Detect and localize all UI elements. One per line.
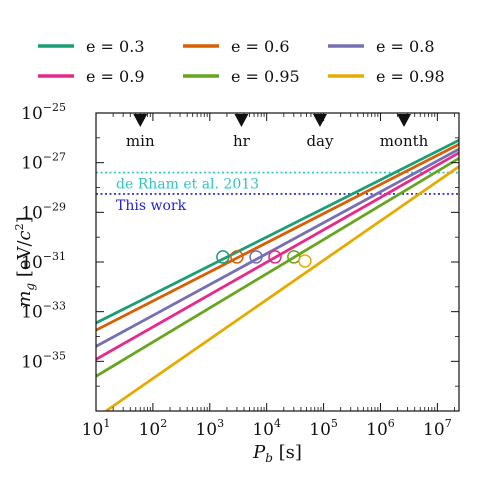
x-axis-title: Pb [s] (252, 442, 302, 465)
y-tick-label: 10−29 (21, 200, 66, 223)
x-tick-label: 107 (423, 417, 452, 440)
x-tick-label: 102 (139, 417, 168, 440)
y-axis-label: mg [eV/c2] (13, 216, 37, 307)
x-tick-label: 106 (366, 417, 395, 440)
series-line (96, 138, 459, 325)
series-marker (298, 254, 312, 268)
legend: e = 0.3 e = 0.6 e = 0.8 e = 0.9 e = 0.95 e = … (38, 37, 445, 86)
legend-label: e = 0.3 (86, 37, 145, 56)
series-line (105, 165, 459, 411)
axis-ticks: 101 102 103 104 105 106 107 10−25 10−27 10−29 10−3… (21, 101, 459, 440)
y-tick-label: 10−27 (21, 151, 66, 174)
y-tick-label: 10−33 (21, 300, 66, 323)
legend-label: e = 0.98 (376, 67, 445, 86)
timescale-label: min (126, 132, 155, 150)
timescale-marker (397, 114, 412, 127)
series-marker (268, 250, 282, 264)
y-tick-label: 10−31 (21, 250, 66, 273)
x-axis-label: Pb [s] (252, 442, 302, 465)
series-line (96, 151, 459, 361)
legend-label: e = 0.95 (231, 67, 300, 86)
reference-label: This work (116, 198, 187, 214)
y-tick-label: 10−25 (21, 101, 66, 124)
x-tick-label: 101 (82, 417, 111, 440)
series-marker (216, 250, 230, 264)
timescale-label: hr (233, 132, 251, 150)
series-line (96, 147, 459, 348)
reference-label: de Rham et al. 2013 (116, 177, 259, 193)
x-tick-label: 103 (195, 417, 224, 440)
series-lines (96, 138, 459, 411)
legend-label: e = 0.8 (376, 37, 435, 56)
legend-label: e = 0.9 (86, 67, 145, 86)
series-marker (230, 250, 244, 264)
series-line (96, 157, 459, 378)
timescale-markers: min hr day month (126, 114, 429, 150)
timescale-label: month (380, 132, 429, 150)
x-tick-label: 104 (252, 417, 281, 440)
markers (216, 250, 312, 268)
y-tick-label: 10−35 (21, 349, 66, 372)
timescale-marker (234, 114, 249, 127)
timescale-marker (133, 114, 148, 127)
x-tick-label: 105 (309, 417, 338, 440)
legend-label: e = 0.6 (231, 37, 290, 56)
series-line (96, 143, 459, 332)
plot-area: min hr day month 101 102 103 104 105 106 107 10−25… (21, 101, 460, 440)
y-axis-title: mg [eV/c2] (13, 216, 37, 307)
series-marker (249, 250, 263, 264)
timescale-label: day (306, 132, 334, 150)
